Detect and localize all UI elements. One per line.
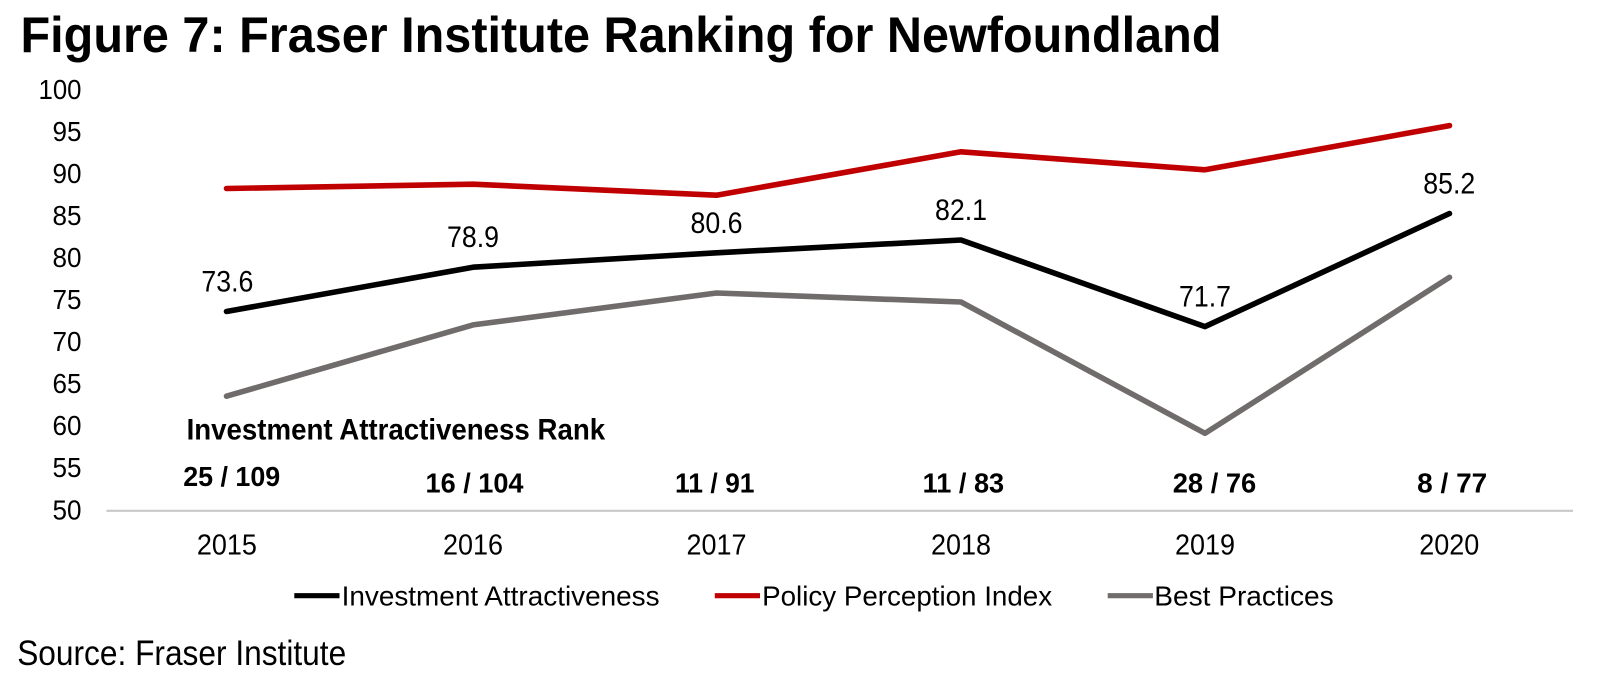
svg-text:Best Practices: Best Practices — [1154, 581, 1333, 612]
svg-text:70: 70 — [53, 326, 82, 357]
svg-text:95: 95 — [53, 116, 82, 147]
svg-text:Investment Attractiveness Rank: Investment Attractiveness Rank — [187, 414, 606, 447]
svg-text:80.6: 80.6 — [691, 207, 743, 240]
svg-text:Source: Fraser Institute: Source: Fraser Institute — [17, 634, 346, 673]
svg-text:55: 55 — [53, 452, 82, 483]
svg-text:2016: 2016 — [443, 529, 503, 561]
svg-text:28 / 76: 28 / 76 — [1173, 467, 1257, 498]
svg-text:78.9: 78.9 — [447, 221, 499, 254]
svg-text:71.7: 71.7 — [1179, 281, 1231, 314]
svg-text:Figure 7: Fraser Institute Ran: Figure 7: Fraser Institute Ranking for N… — [21, 7, 1222, 63]
svg-text:8 / 77: 8 / 77 — [1417, 467, 1487, 498]
svg-text:Investment Attractiveness: Investment Attractiveness — [342, 581, 660, 612]
svg-text:2019: 2019 — [1175, 529, 1235, 561]
svg-text:80: 80 — [53, 242, 82, 273]
svg-text:2017: 2017 — [687, 529, 747, 561]
svg-text:85.2: 85.2 — [1423, 168, 1475, 201]
svg-text:85: 85 — [53, 200, 82, 231]
svg-text:75: 75 — [53, 284, 82, 315]
svg-text:60: 60 — [53, 410, 82, 441]
svg-text:100: 100 — [39, 74, 82, 105]
svg-text:16 / 104: 16 / 104 — [426, 467, 525, 498]
svg-text:90: 90 — [53, 158, 82, 189]
svg-text:Policy Perception Index: Policy Perception Index — [762, 581, 1052, 612]
svg-text:2020: 2020 — [1419, 529, 1479, 561]
svg-text:2018: 2018 — [931, 529, 991, 561]
svg-text:82.1: 82.1 — [935, 194, 987, 227]
svg-text:73.6: 73.6 — [201, 265, 253, 298]
svg-text:2015: 2015 — [197, 529, 257, 561]
svg-text:50: 50 — [53, 494, 82, 525]
svg-text:65: 65 — [53, 368, 82, 399]
svg-text:11 / 91: 11 / 91 — [675, 467, 755, 498]
svg-text:11 / 83: 11 / 83 — [923, 467, 1005, 498]
svg-text:25 / 109: 25 / 109 — [183, 461, 280, 492]
